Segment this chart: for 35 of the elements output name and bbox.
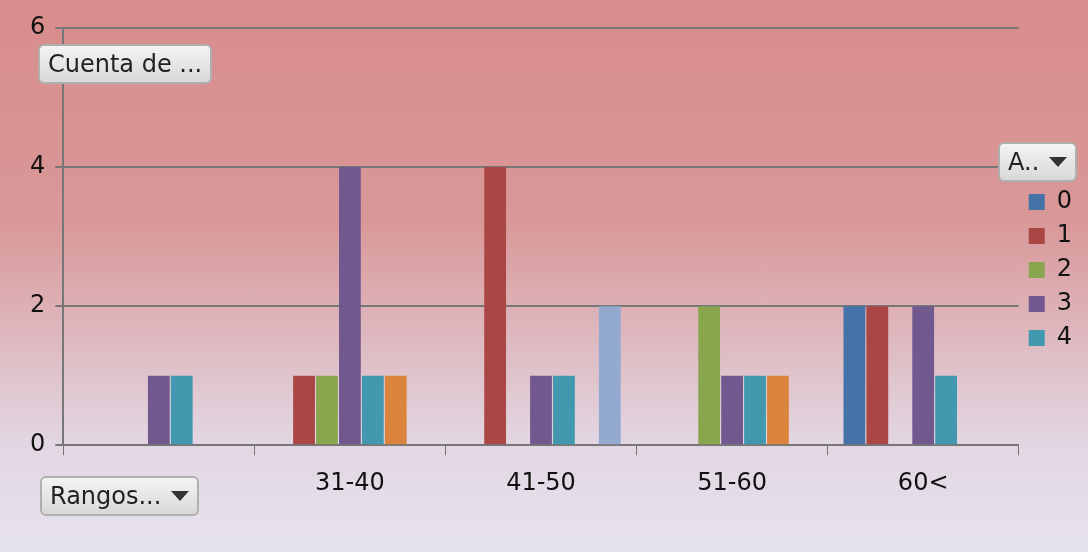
bar bbox=[843, 306, 866, 445]
x-tick-label: 51-60 bbox=[697, 467, 767, 496]
bar bbox=[598, 306, 621, 445]
y-tick-label: 0 bbox=[29, 429, 46, 458]
bar bbox=[293, 375, 315, 445]
bar bbox=[698, 306, 721, 445]
bar bbox=[744, 375, 766, 445]
bar bbox=[530, 375, 552, 445]
x-tick-label: 31-40 bbox=[315, 467, 385, 496]
x-tick-label: 60< bbox=[897, 467, 949, 496]
y-tick-label: 2 bbox=[29, 290, 46, 319]
bar bbox=[147, 375, 170, 445]
bar bbox=[866, 306, 889, 445]
x-tick-label: 41-50 bbox=[506, 467, 576, 496]
bar bbox=[339, 167, 361, 445]
legend-title: A.. bbox=[1008, 148, 1040, 176]
bar bbox=[361, 375, 384, 445]
y-axis-title: Cuenta de ... bbox=[48, 50, 203, 78]
x-axis-title: Rangos... bbox=[50, 482, 162, 510]
bar bbox=[316, 375, 338, 445]
bar bbox=[553, 375, 575, 445]
bar bbox=[484, 167, 507, 445]
bar bbox=[384, 375, 407, 445]
bar bbox=[767, 375, 789, 445]
legend-label: 0 bbox=[1056, 186, 1073, 215]
bar bbox=[935, 375, 958, 445]
y-tick-label: 4 bbox=[29, 151, 46, 180]
y-tick-label: 6 bbox=[29, 12, 46, 41]
bar bbox=[721, 375, 743, 445]
legend-label: 2 bbox=[1056, 254, 1073, 283]
legend-label: 1 bbox=[1056, 220, 1073, 249]
legend-label: 3 bbox=[1056, 288, 1073, 317]
legend-label: 4 bbox=[1056, 322, 1073, 351]
bar bbox=[912, 306, 935, 445]
bar bbox=[170, 375, 193, 445]
